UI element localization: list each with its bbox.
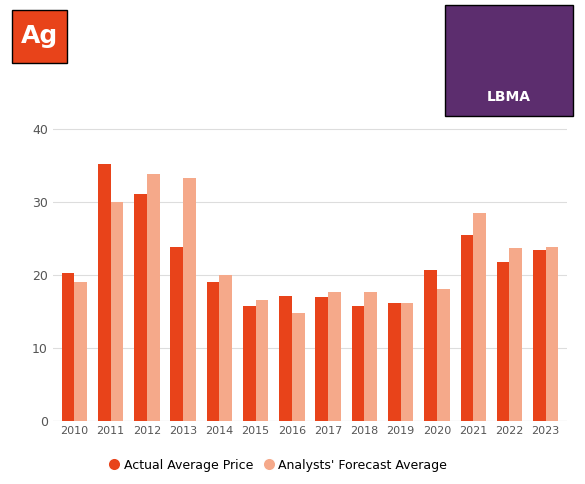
Bar <box>437 289 450 421</box>
Bar <box>364 292 377 421</box>
Polygon shape <box>490 63 498 75</box>
Bar <box>183 178 196 421</box>
Polygon shape <box>474 45 486 50</box>
Bar <box>243 306 256 421</box>
Polygon shape <box>490 19 498 31</box>
Bar <box>315 297 328 421</box>
Bar <box>460 235 473 421</box>
Bar <box>388 302 401 421</box>
Bar <box>256 301 269 421</box>
Legend: Actual Average Price, Analysts' Forecast Average: Actual Average Price, Analysts' Forecast… <box>111 459 447 472</box>
Circle shape <box>498 33 526 60</box>
Bar <box>401 303 414 421</box>
Bar <box>134 194 147 421</box>
Bar <box>546 247 559 421</box>
Bar <box>292 313 305 421</box>
Bar <box>74 282 87 421</box>
Polygon shape <box>521 31 534 40</box>
Bar <box>352 306 364 421</box>
Circle shape <box>490 31 522 63</box>
Polygon shape <box>478 55 490 63</box>
Bar <box>424 271 437 421</box>
Bar <box>98 164 111 421</box>
Polygon shape <box>513 19 522 31</box>
Bar <box>219 275 232 421</box>
Polygon shape <box>478 31 490 40</box>
Polygon shape <box>521 55 534 63</box>
Bar <box>497 262 510 421</box>
Bar <box>111 202 123 421</box>
Bar <box>279 296 292 421</box>
Bar <box>473 212 486 421</box>
Text: Ag: Ag <box>21 24 58 48</box>
Circle shape <box>514 39 528 53</box>
Polygon shape <box>513 63 522 75</box>
Bar <box>328 292 341 421</box>
Bar <box>147 174 160 421</box>
Bar <box>510 248 522 421</box>
Text: LBMA: LBMA <box>487 90 531 104</box>
Bar <box>207 282 219 421</box>
Bar <box>170 247 183 421</box>
Bar <box>61 273 74 421</box>
Bar <box>533 250 546 421</box>
Polygon shape <box>503 67 508 79</box>
Polygon shape <box>503 15 508 28</box>
Polygon shape <box>525 45 538 50</box>
Circle shape <box>515 37 534 56</box>
